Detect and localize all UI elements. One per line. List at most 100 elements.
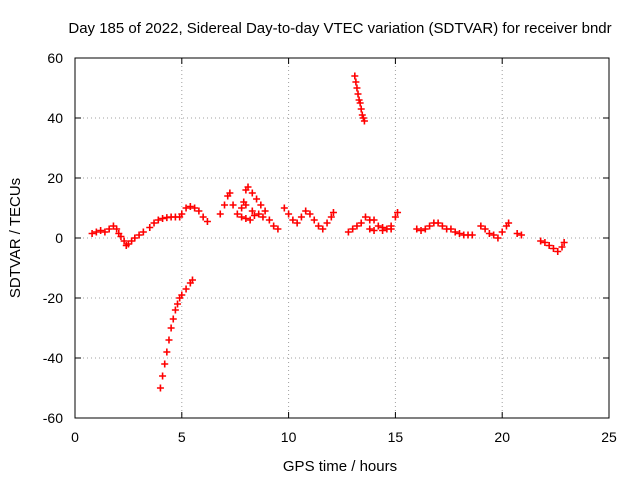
axis-ticks (74, 57, 610, 419)
data-point (135, 231, 143, 239)
data-point (354, 90, 362, 98)
data-point (421, 225, 429, 233)
data-point (171, 306, 179, 314)
data-point (353, 84, 361, 92)
y-tick-label: 0 (55, 230, 63, 246)
data-point (357, 105, 365, 113)
data-point (117, 233, 125, 240)
data-point (259, 213, 267, 221)
data-point (361, 213, 369, 221)
data-point (505, 219, 513, 227)
data-point (560, 239, 568, 246)
data-point (244, 183, 252, 191)
data-point (146, 224, 154, 231)
data-point (150, 219, 158, 227)
x-tick-label: 20 (494, 429, 510, 445)
y-tick-label: -20 (43, 290, 63, 306)
data-point (250, 212, 258, 219)
data-point (374, 222, 382, 230)
data-point (88, 230, 96, 237)
data-point (131, 234, 139, 242)
data-point (545, 242, 553, 249)
data-point (323, 219, 331, 227)
data-point (468, 231, 476, 239)
data-point (274, 225, 282, 233)
y-tick-labels: -60 -40 -20 0 20 40 60 (43, 50, 63, 426)
data-point (280, 204, 288, 212)
data-point (485, 230, 493, 237)
data-point (356, 99, 364, 107)
chart-title: Day 185 of 2022, Sidereal Day-to-day VTE… (68, 20, 611, 37)
x-tick-label: 5 (178, 429, 186, 445)
y-tick-label: -40 (43, 350, 63, 366)
data-point (349, 225, 357, 233)
data-point (186, 203, 194, 210)
y-tick-label: 60 (47, 50, 63, 66)
data-point (270, 222, 278, 230)
data-point (426, 222, 434, 230)
data-point (182, 204, 190, 212)
data-point (315, 222, 323, 230)
data-point (558, 243, 566, 251)
data-point (344, 228, 352, 236)
data-point (360, 117, 368, 125)
data-point (513, 230, 521, 237)
data-point (246, 216, 254, 224)
data-point (165, 336, 173, 344)
data-point (265, 216, 273, 224)
data-point (329, 209, 337, 216)
data-point (451, 228, 459, 236)
data-point (319, 225, 327, 233)
data-point (327, 213, 335, 221)
data-point (293, 219, 301, 227)
data-point (242, 201, 250, 209)
data-point (229, 201, 237, 209)
data-point (113, 225, 121, 233)
x-axis-label: GPS time / hours (283, 458, 397, 475)
data-point (159, 215, 167, 222)
data-point (188, 276, 196, 284)
y-tick-label: 40 (47, 110, 63, 126)
data-point (221, 201, 229, 209)
data-point (191, 204, 199, 212)
x-tick-label: 10 (281, 429, 297, 445)
data-point (302, 207, 310, 215)
data-point (156, 384, 164, 392)
data-point (248, 207, 256, 215)
data-point (101, 228, 109, 236)
data-point (261, 207, 269, 215)
data-point (447, 225, 455, 233)
data-point (391, 213, 399, 221)
data-point (537, 237, 545, 245)
x-tick-labels: 0 5 10 15 20 25 (71, 429, 617, 445)
data-point (434, 219, 442, 227)
data-point (413, 225, 421, 233)
data-point (438, 222, 446, 230)
data-point (233, 210, 241, 218)
data-point (285, 210, 293, 218)
data-point (159, 372, 167, 380)
y-tick-label: 20 (47, 170, 63, 186)
data-point (203, 218, 211, 225)
data-point (490, 231, 498, 239)
data-point (167, 324, 175, 332)
data-point (199, 213, 207, 221)
data-point (139, 228, 147, 236)
data-point (517, 231, 525, 239)
data-point (379, 227, 387, 234)
data-point (242, 215, 250, 222)
data-point (554, 248, 562, 255)
data-point (97, 227, 105, 234)
data-point (387, 225, 395, 233)
data-point (310, 216, 318, 224)
x-tick-label: 0 (71, 429, 79, 445)
data-point (105, 225, 113, 233)
data-point (477, 222, 485, 230)
data-point (481, 225, 489, 233)
data-point (541, 239, 549, 246)
data-point (238, 204, 246, 212)
data-point (253, 195, 261, 203)
x-tick-label: 25 (601, 429, 617, 445)
data-point (178, 291, 186, 299)
data-point (226, 189, 234, 197)
